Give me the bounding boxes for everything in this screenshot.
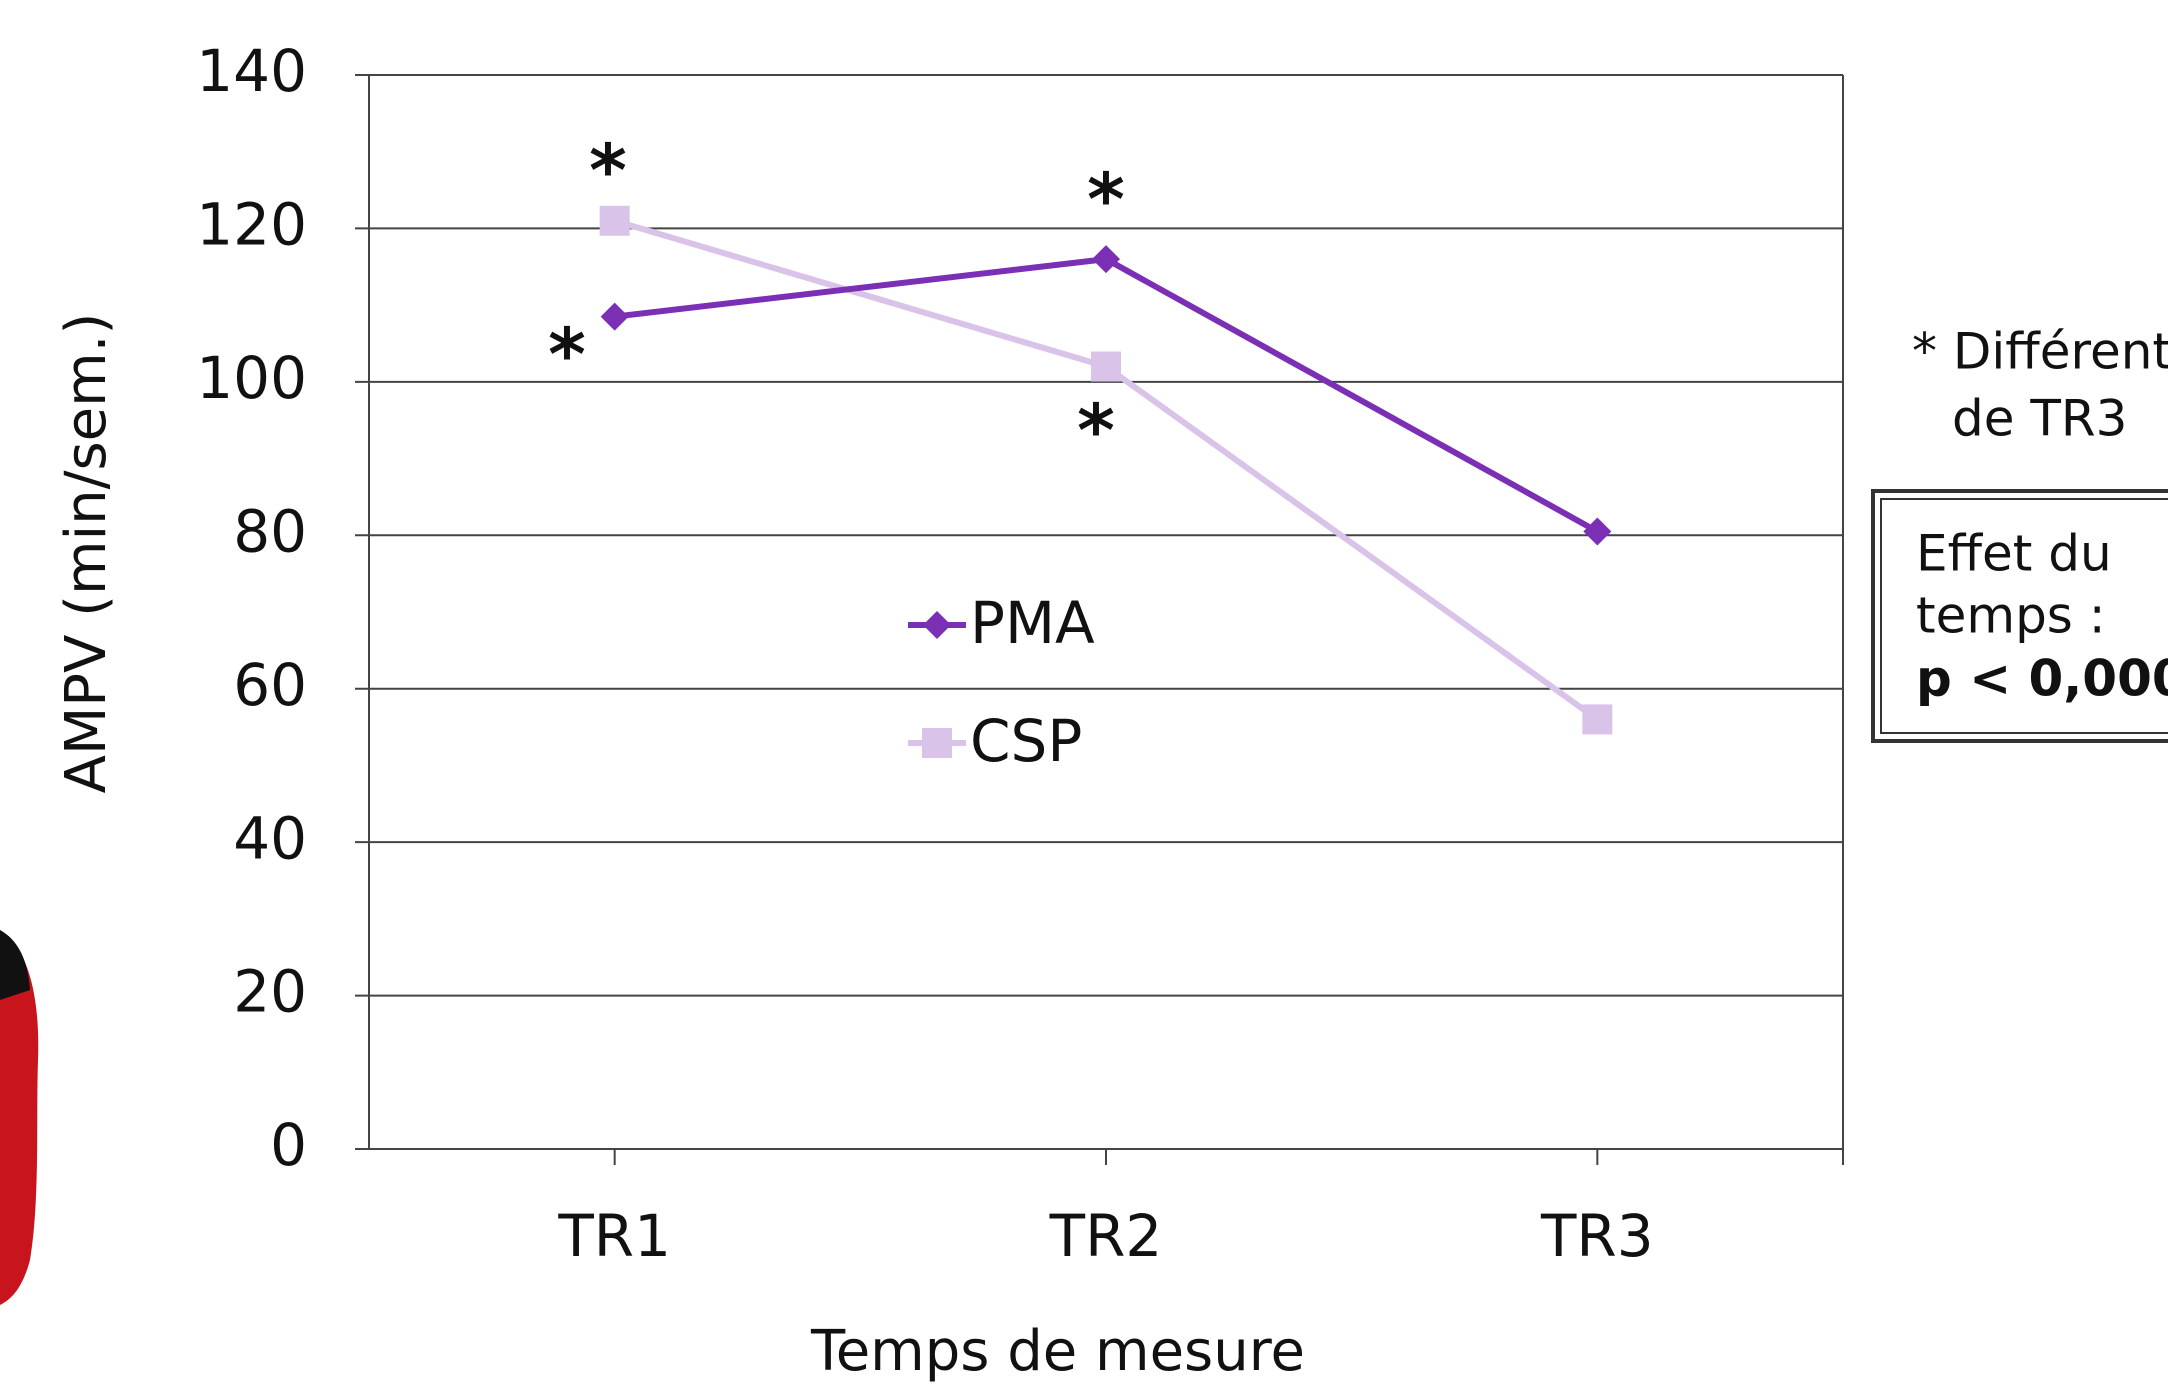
decoration — [0, 930, 30, 1000]
marker — [923, 611, 951, 639]
marker — [599, 205, 630, 236]
y-tick-label: 40 — [233, 804, 307, 872]
significance-mark: * — [1077, 389, 1115, 473]
stat-text: temps : — [1916, 587, 2106, 645]
x-tick-label: TR2 — [1049, 1202, 1163, 1270]
significance-mark: * — [589, 129, 627, 213]
x-tick-label: TR3 — [1540, 1202, 1654, 1270]
marker — [1092, 245, 1120, 274]
marker — [1582, 704, 1613, 735]
stat-box — [1871, 489, 2168, 743]
marker — [1583, 517, 1612, 546]
stat-text: p < 0,0001 — [1916, 650, 2168, 708]
x-tick-label: TR1 — [557, 1202, 671, 1270]
y-tick-label: 0 — [270, 1111, 307, 1179]
legend-label: PMA — [970, 589, 1095, 657]
marker — [922, 728, 952, 758]
decoration — [0, 930, 39, 1305]
legend-label: CSP — [970, 707, 1082, 775]
stat-box-inner — [1880, 498, 2168, 734]
y-tick-label: 20 — [233, 958, 307, 1026]
note: de TR3 — [1952, 390, 2128, 448]
y-tick-label: 80 — [233, 497, 307, 565]
y-tick-label: 120 — [196, 191, 307, 259]
marker — [1091, 351, 1121, 382]
y-axis-title: AMPV (min/sem.) — [54, 313, 119, 794]
y-tick-label: 100 — [196, 344, 307, 412]
note: * Différent — [1912, 323, 2168, 381]
marker — [600, 302, 629, 331]
y-tick-label: 140 — [196, 37, 307, 105]
x-axis-title: Temps de mesure — [810, 1319, 1305, 1384]
stat-text: Effet du — [1916, 525, 2112, 583]
significance-mark: * — [1087, 158, 1125, 242]
significance-mark: * — [548, 313, 586, 397]
y-tick-label: 60 — [233, 651, 307, 719]
